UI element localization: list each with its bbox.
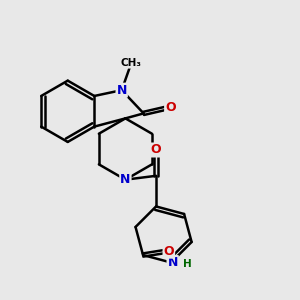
- Text: O: O: [165, 101, 176, 114]
- Text: O: O: [164, 245, 174, 258]
- Text: N: N: [116, 84, 127, 97]
- Text: H: H: [183, 259, 192, 269]
- Text: CH₃: CH₃: [121, 58, 142, 68]
- Text: N: N: [120, 173, 130, 186]
- Text: O: O: [151, 143, 161, 157]
- Text: N: N: [167, 256, 178, 269]
